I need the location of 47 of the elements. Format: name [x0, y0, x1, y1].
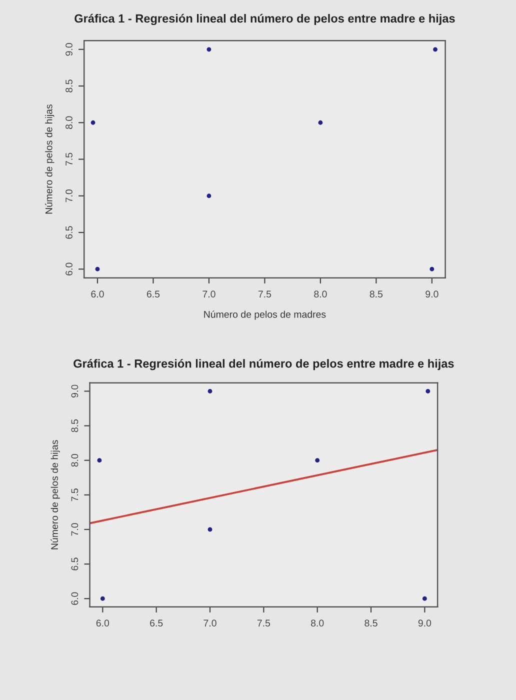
y-tick-label: 9.0: [66, 43, 72, 56]
x-tick-label: 9.0: [418, 620, 432, 627]
x-tick-label: 7.5: [258, 290, 272, 298]
x-tick-label: 6.0: [96, 620, 110, 627]
point: [433, 47, 438, 52]
y-tick-label: 7.0: [71, 523, 78, 536]
y-tick-label: 7.5: [66, 152, 72, 166]
point: [208, 389, 212, 394]
y-tick-label: 7.5: [71, 488, 78, 502]
y-axis-title: Número de pelos de hijas: [50, 440, 60, 550]
x-tick-label: 6.0: [91, 290, 104, 298]
y-tick-label: 9.0: [71, 384, 78, 398]
y-tick-label: 6.0: [66, 262, 72, 276]
y-tick-label: 8.0: [71, 454, 78, 467]
point: [318, 120, 323, 125]
chart-title: Gráfica 1 - Regresión lineal del número de pelos entre madre e hijas: [74, 14, 455, 26]
y-axis-title: Número de pelos de hijas: [45, 104, 54, 214]
x-tick-label: 9.0: [426, 290, 438, 298]
x-tick-label: 8.0: [311, 620, 324, 627]
y-tick-label: 6.0: [71, 592, 78, 605]
point: [430, 266, 434, 272]
y-tick-label: 6.5: [66, 226, 72, 239]
point: [426, 389, 430, 394]
y-tick-label: 7.0: [66, 189, 72, 202]
point: [90, 120, 96, 125]
x-tick-label: 8.0: [314, 290, 327, 298]
y-tick-label: 8.5: [71, 419, 78, 432]
point: [95, 266, 100, 272]
x-tick-label: 7.0: [204, 620, 216, 627]
point: [100, 596, 105, 601]
chart-title: Gráfica 1 - Regresión lineal del número de pelos entre madre e hijas: [74, 358, 454, 370]
x-axis-title: Número de pelos de madres: [204, 310, 326, 320]
point: [422, 596, 427, 601]
y-tick-label: 6.5: [71, 558, 78, 570]
x-tick-label: 6.5: [146, 290, 160, 298]
x-tick-label: 8.5: [370, 290, 383, 298]
x-tick-label: 7.0: [202, 290, 216, 298]
point: [208, 527, 212, 532]
y-tick-label: 8.5: [66, 80, 72, 92]
point: [97, 458, 102, 463]
y-tick-label: 8.0: [66, 116, 72, 129]
point: [206, 194, 212, 198]
point: [315, 458, 320, 463]
point: [206, 47, 212, 52]
x-tick-label: 8.5: [364, 620, 378, 627]
x-tick-label: 6.5: [150, 620, 163, 627]
x-tick-label: 7.5: [257, 620, 270, 627]
